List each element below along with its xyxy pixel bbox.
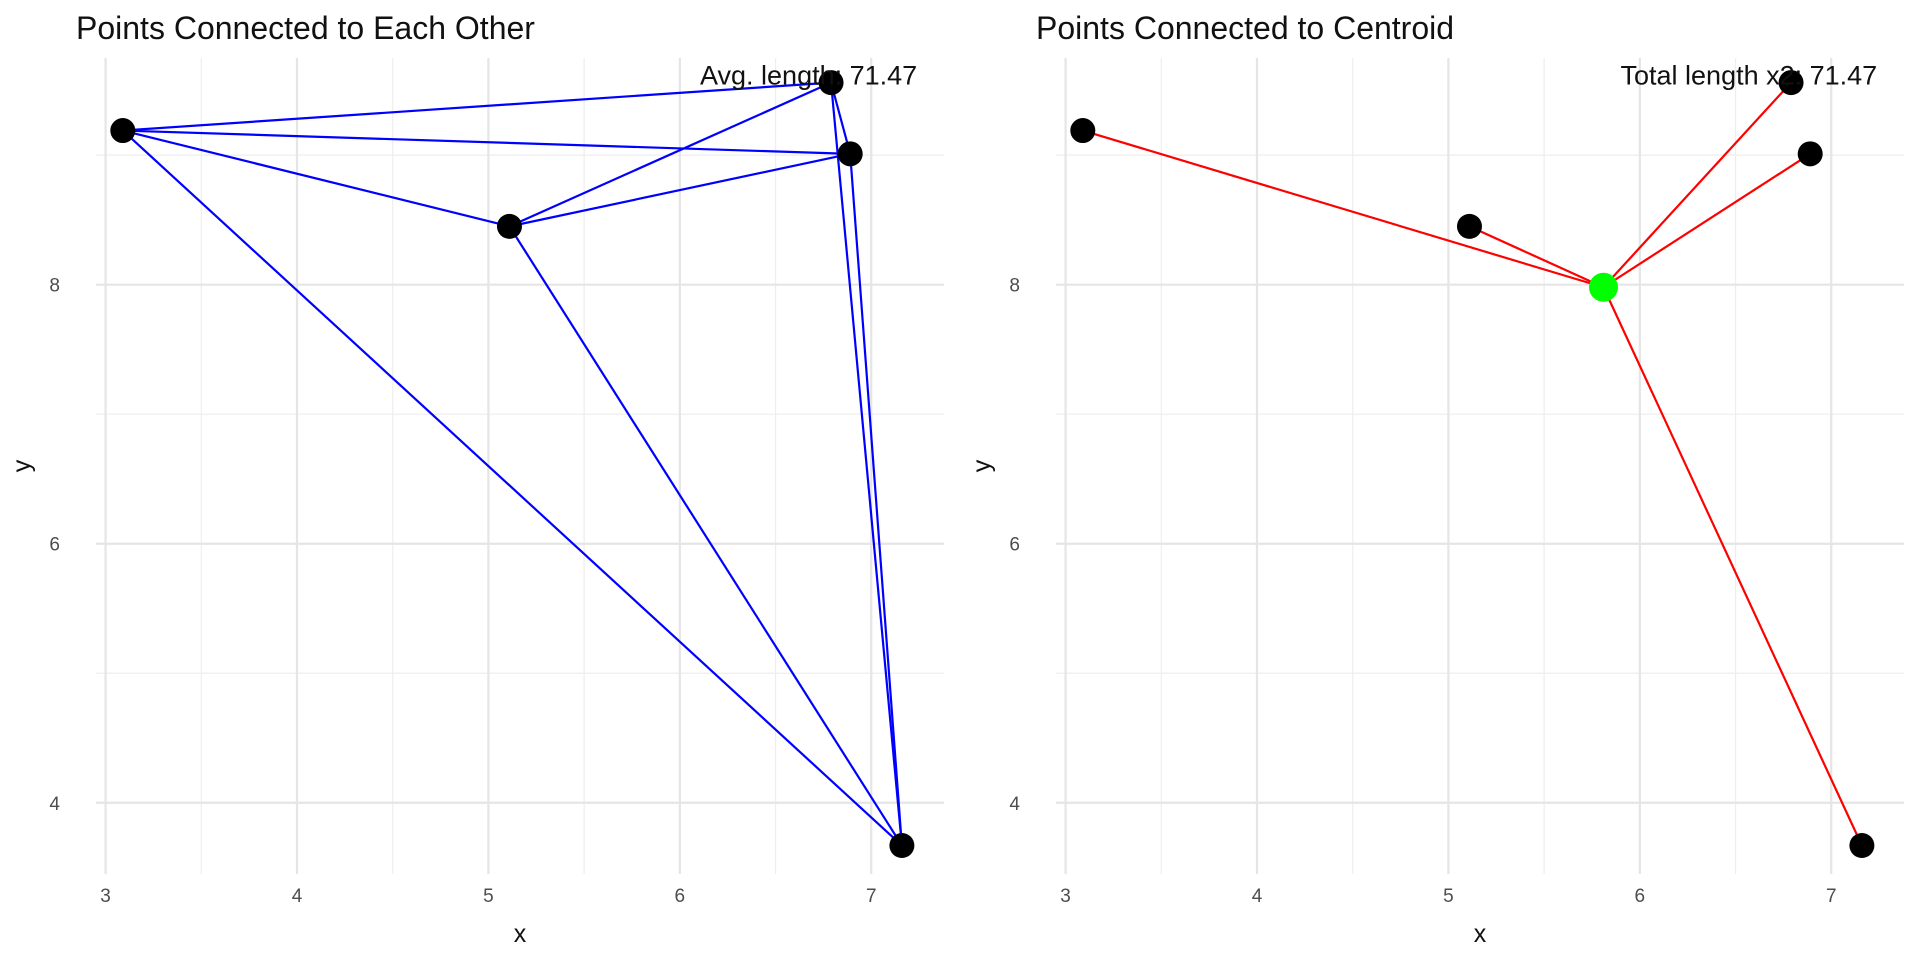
connection-line [122,81,832,132]
connection-line [829,82,903,846]
data-point [1456,213,1482,239]
connection-line [122,129,851,155]
y-tick-label: 4 [49,794,60,815]
y-tick-label: 8 [49,276,60,297]
data-point [1778,70,1804,96]
annotation-label: Total length x2: 71.47 [1621,61,1878,91]
x-tick-label: 5 [483,886,494,907]
connection-line [122,129,903,847]
data-point [837,141,863,167]
data-point [1849,833,1875,859]
connection-lines [1082,81,1863,846]
panel-title: Points Connected to Centroid [1036,10,1454,46]
x-tick-label: 7 [1826,886,1837,907]
data-point [818,70,844,96]
y-tick-label: 6 [1009,535,1020,556]
x-tick-label: 6 [1635,886,1646,907]
y-axis-label: y [8,459,36,472]
x-tick-label: 5 [1443,886,1454,907]
x-axis-label: x [514,920,527,948]
connection-line [509,152,851,228]
x-tick-label: 3 [1060,886,1071,907]
x-tick-label: 4 [1252,886,1263,907]
data-point [889,833,915,859]
data-point [110,118,136,144]
y-axis-label: y [968,459,996,472]
x-tick-label: 7 [866,886,877,907]
x-tick-label: 6 [675,886,686,907]
connection-line [122,129,510,228]
y-tick-label: 6 [49,535,60,556]
centroid-line [1082,129,1604,289]
data-points [1070,70,1875,859]
y-tick-label: 8 [1009,276,1020,297]
connection-line [509,81,832,228]
tick-labels: 3 4 5 6 7 4 6 8 [1009,276,1836,907]
panel-each-other: Points Connected to Each Other Avg. leng… [8,10,944,948]
connection-lines [122,81,903,847]
centroid-line [1602,81,1792,289]
centroid-line [1602,152,1811,289]
x-axis-label: x [1474,920,1487,948]
centroid-line [1602,286,1863,846]
centroid-line [1469,225,1604,289]
data-point [1070,118,1096,144]
tick-labels: 3 4 5 6 7 4 6 8 [49,276,876,907]
grid-lines [1056,58,1904,874]
connection-line [508,225,903,847]
panel-title: Points Connected to Each Other [76,10,535,46]
y-tick-label: 4 [1009,794,1020,815]
panel-centroid: Points Connected to Centroid Total lengt… [968,10,1904,948]
data-points [110,70,915,859]
data-point [1797,141,1823,167]
connection-line [849,153,903,846]
annotation-label: Avg. length: 71.47 [700,61,917,91]
centroid-point [1588,272,1618,302]
data-point [496,213,522,239]
x-tick-label: 4 [292,886,303,907]
x-tick-label: 3 [100,886,111,907]
